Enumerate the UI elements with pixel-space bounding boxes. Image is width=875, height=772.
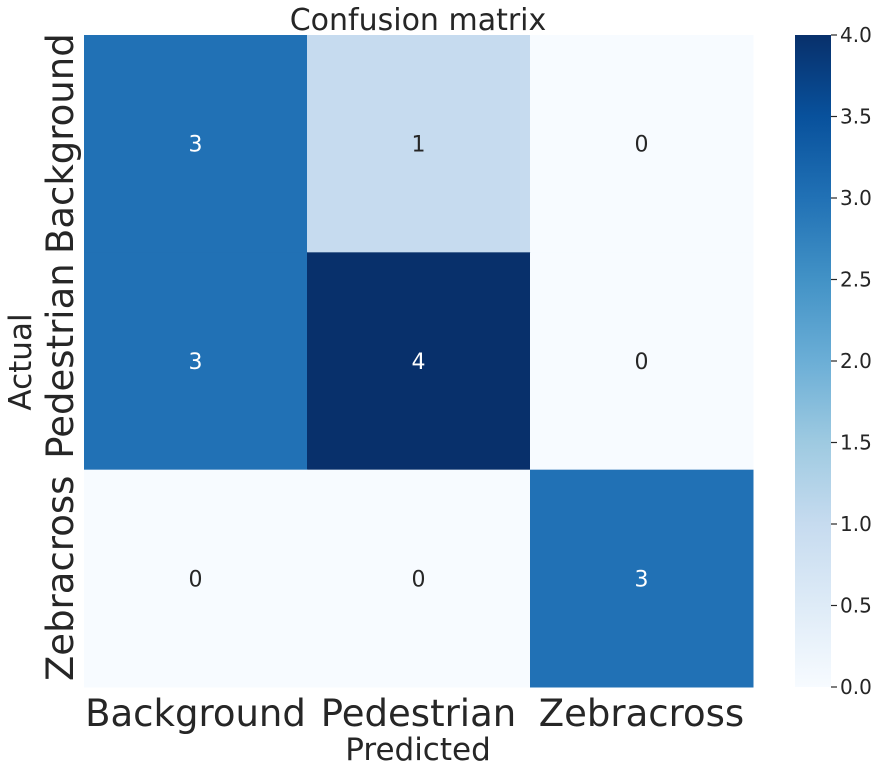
chart-title: Confusion matrix — [290, 3, 547, 38]
cell-value-label: 3 — [635, 567, 649, 592]
heatmap-cell — [84, 469, 308, 688]
heatmap-cell — [530, 252, 754, 471]
heatmap-cell — [530, 35, 754, 253]
colorbar-tick-label: 3.0 — [840, 186, 872, 210]
colorbar-tick-label: 4.0 — [840, 23, 872, 47]
y-axis-label: Actual — [3, 313, 39, 410]
heatmap-cells — [84, 35, 754, 688]
heatmap-cell — [84, 252, 308, 471]
cell-value-label: 3 — [189, 350, 203, 375]
heatmap-cell — [307, 35, 531, 253]
colorbar-tick-label: 2.5 — [840, 268, 872, 292]
heatmap-cell — [84, 35, 308, 253]
x-tick-labels: Background Pedestrian Zebracross — [85, 692, 744, 735]
x-axis-label: Predicted — [345, 732, 491, 768]
heatmap-cell — [530, 469, 754, 688]
colorbar-tick-label: 1.5 — [840, 431, 872, 455]
y-tick-labels: Background Pedestrian Zebracross — [39, 33, 82, 681]
cell-value-label: 0 — [189, 567, 203, 592]
x-tick-label: Pedestrian — [321, 692, 516, 735]
heatmap-cell — [307, 252, 531, 471]
colorbar-tick-label: 2.0 — [840, 349, 872, 373]
colorbar — [795, 35, 831, 687]
cell-value-label: 4 — [412, 350, 426, 375]
cell-value-label: 0 — [412, 567, 426, 592]
colorbar-ticks: 0.0 0.5 1.0 1.5 2.0 2.5 3.0 3.5 4.0 — [831, 23, 872, 699]
cell-value-label: 1 — [412, 133, 426, 158]
cell-value-label: 0 — [635, 133, 649, 158]
y-tick-label: Background — [39, 33, 82, 254]
heatmap-cell — [307, 469, 531, 688]
cell-value-label: 0 — [635, 350, 649, 375]
cell-value-label: 3 — [189, 133, 203, 158]
heatmap-cell-labels: 3 1 0 3 4 0 0 0 3 — [189, 133, 649, 593]
x-tick-label: Zebracross — [539, 692, 744, 735]
y-tick-label: Pedestrian — [39, 263, 82, 458]
colorbar-tick-label: 3.5 — [840, 105, 872, 129]
colorbar-tick-label: 0.0 — [840, 675, 872, 699]
y-tick-label: Zebracross — [39, 476, 82, 681]
colorbar-tick-label: 0.5 — [840, 594, 872, 618]
x-tick-label: Background — [85, 692, 306, 735]
colorbar-tick-label: 1.0 — [840, 512, 872, 536]
